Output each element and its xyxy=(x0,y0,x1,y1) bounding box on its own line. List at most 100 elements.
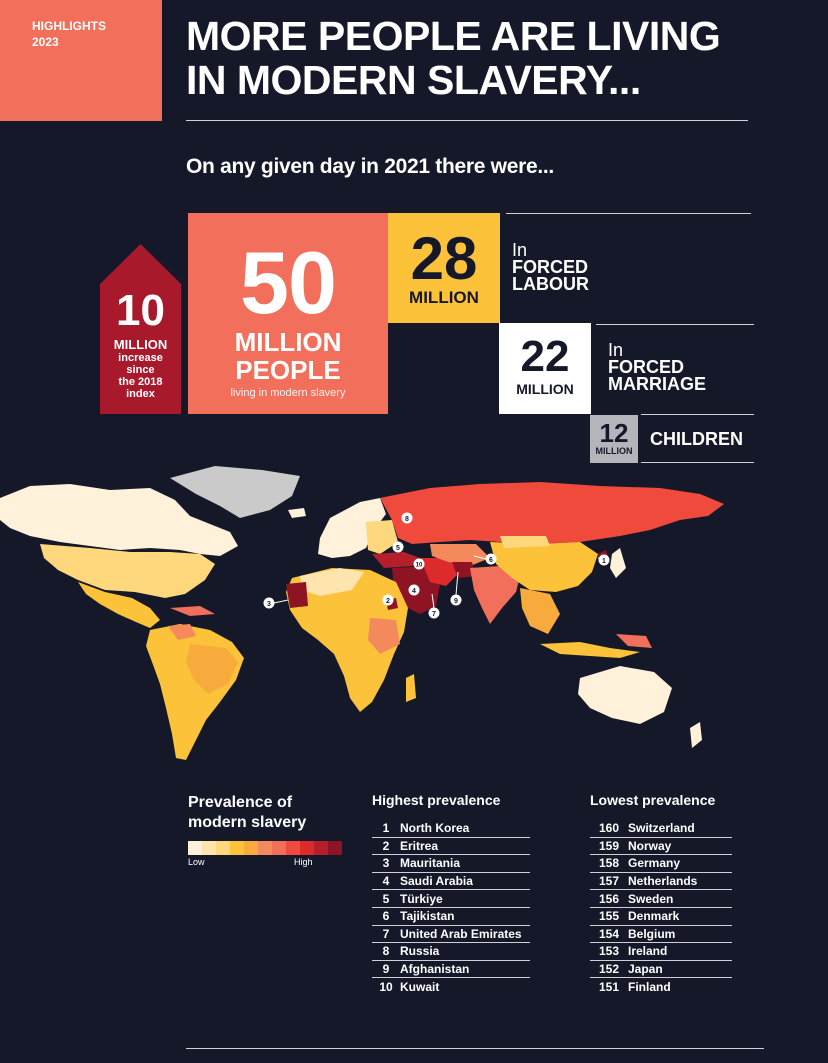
forced-labour-prefix: In xyxy=(512,240,528,260)
forced-marriage-label: In FORCED MARRIAGE xyxy=(608,341,706,393)
divider xyxy=(506,213,751,214)
country-name: Eritrea xyxy=(400,838,439,853)
total-number: 50 xyxy=(240,233,337,332)
map-region-canada xyxy=(0,484,238,556)
lowest-prevalence-list: 160 Switzerland 159 Norway 158 Germany 157 Neth… xyxy=(590,820,732,996)
legend-title-line-1: Prevalence of xyxy=(188,794,293,811)
rank-number: 3 xyxy=(382,856,390,871)
rank-number: 151 xyxy=(598,980,620,995)
bottom-divider xyxy=(186,1048,764,1049)
rank-number: 159 xyxy=(598,838,620,853)
rank-number: 156 xyxy=(598,891,620,906)
marker-label-6: 6 xyxy=(489,557,493,564)
country-name: Belgium xyxy=(628,926,676,941)
map-marker-6: 6 xyxy=(473,553,497,565)
rank-number: 153 xyxy=(598,944,620,959)
map-region-africa xyxy=(286,568,408,712)
ranking-row: 7 United Arab Emirates xyxy=(372,926,530,944)
rank-number: 155 xyxy=(598,909,620,924)
ranking-row: 3 Mauritania xyxy=(372,855,530,873)
map-region-caribbean xyxy=(170,606,215,616)
map-marker-9: 9 xyxy=(450,571,462,606)
country-name: Saudi Arabia xyxy=(400,874,473,889)
map-region-russia xyxy=(380,482,724,544)
forced-marriage-label-1: FORCED xyxy=(608,357,684,377)
increase-unit: MILLION xyxy=(113,337,168,352)
prevalence-color-scale xyxy=(188,841,342,855)
highest-prevalence-list: 1 North Korea 2 Eritrea 3 Mauritania 4 Saudi Ar… xyxy=(372,820,530,996)
map-marker-4: 4 xyxy=(408,584,420,596)
country-name: Netherlands xyxy=(628,874,698,889)
map-region-brazil xyxy=(186,644,238,694)
legend-title: Prevalence of modern slavery xyxy=(188,793,338,833)
country-name: Switzerland xyxy=(628,821,695,836)
ranking-row: 153 Ireland xyxy=(590,943,732,961)
map-region-central-asia xyxy=(430,544,490,566)
map-region-iran xyxy=(420,558,458,586)
rank-number: 5 xyxy=(382,891,390,906)
children-number: 12 xyxy=(599,418,629,448)
rank-number: 4 xyxy=(382,874,390,889)
ranking-row: 6 Tajikistan xyxy=(372,908,530,926)
country-name: Finland xyxy=(628,980,671,995)
children-box: 12 MILLION xyxy=(590,415,638,463)
highlights-tag: HIGHLIGHTS 2023 xyxy=(0,0,162,121)
children-unit: MILLION xyxy=(595,446,633,456)
map-region-madagascar xyxy=(406,674,416,702)
scale-swatch xyxy=(300,841,314,855)
scale-swatch xyxy=(328,841,342,855)
map-region-north-africa xyxy=(300,568,364,596)
rank-number: 7 xyxy=(382,926,390,941)
rank-number: 154 xyxy=(598,926,620,941)
ranking-row: 5 Türkiye xyxy=(372,890,530,908)
forced-marriage-box: 22 MILLION xyxy=(499,323,591,414)
country-name: Kuwait xyxy=(400,980,440,995)
up-arrow-icon xyxy=(100,244,181,414)
map-region-mexico xyxy=(78,582,160,628)
scale-swatch xyxy=(230,841,244,855)
highest-prevalence-heading: Highest prevalence xyxy=(372,792,501,808)
ranking-row: 151 Finland xyxy=(590,978,732,996)
map-region-turkiye xyxy=(372,552,420,568)
map-region-iceland xyxy=(288,508,306,518)
forced-marriage-unit: MILLION xyxy=(516,381,574,397)
total-unit-2: PEOPLE xyxy=(235,355,341,385)
country-name: Russia xyxy=(400,944,440,959)
map-region-venezuela xyxy=(168,624,196,640)
forced-marriage-number: 22 xyxy=(520,332,570,381)
ranking-row: 1 North Korea xyxy=(372,820,530,838)
map-region-australia xyxy=(578,666,672,724)
ranking-row: 152 Japan xyxy=(590,961,732,979)
country-name: Germany xyxy=(628,856,681,871)
highlights-label: HIGHLIGHTS xyxy=(32,19,106,33)
country-name: Denmark xyxy=(628,909,680,924)
marker-label-4: 4 xyxy=(412,588,416,595)
map-marker-7: 7 xyxy=(428,593,440,619)
country-name: Afghanistan xyxy=(400,962,470,977)
increase-number: 10 xyxy=(116,286,165,335)
increase-desc-2: since xyxy=(126,364,155,376)
rank-number: 6 xyxy=(382,909,390,924)
ranking-row: 154 Belgium xyxy=(590,926,732,944)
rank-number: 9 xyxy=(382,962,390,977)
map-region-greenland xyxy=(170,466,300,518)
map-marker-10: 10 xyxy=(413,558,425,570)
marker-label-3: 3 xyxy=(267,601,271,608)
lowest-prevalence-heading: Lowest prevalence xyxy=(590,792,716,808)
map-region-se-asia xyxy=(520,588,560,634)
country-name: Japan xyxy=(628,962,663,977)
country-name: United Arab Emirates xyxy=(400,926,522,941)
divider xyxy=(641,414,754,415)
country-name: Sweden xyxy=(628,891,674,906)
marker-label-9: 9 xyxy=(454,598,458,605)
highlights-year: 2023 xyxy=(32,35,59,49)
map-region-eastern-europe xyxy=(366,520,398,554)
title-line-2: IN MODERN SLAVERY... xyxy=(186,57,641,103)
legend-title-line-2: modern slavery xyxy=(188,814,307,831)
map-region-indonesia xyxy=(540,642,640,658)
scale-swatch xyxy=(272,841,286,855)
ranking-row: 2 Eritrea xyxy=(372,838,530,856)
forced-labour-number: 28 xyxy=(410,225,478,292)
map-region-south-asia xyxy=(470,566,520,624)
rank-number: 157 xyxy=(598,874,620,889)
